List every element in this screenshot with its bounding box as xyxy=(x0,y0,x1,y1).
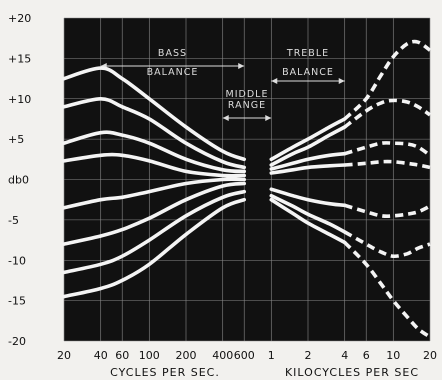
annotation-2-line-1: BALANCE xyxy=(282,67,334,78)
x-tick-label-2: 60 xyxy=(115,349,129,362)
treble-curve-solid-0 xyxy=(269,117,347,162)
bass-curve-2 xyxy=(62,130,246,174)
x-tick-label-7: 1 xyxy=(268,349,275,362)
treble-curve-dashed-5 xyxy=(343,230,431,259)
x-tick-label-12: 20 xyxy=(423,349,437,362)
x-tick-label-3: 100 xyxy=(139,349,160,362)
x-tick-label-5: 400 xyxy=(212,349,233,362)
y-tick-label-4: db0 xyxy=(8,174,29,187)
treble-curve-dashed-1 xyxy=(343,98,432,129)
x-unit-label-kilocycles: KILOCYCLES PER SEC xyxy=(285,366,419,379)
y-tick-label-6: -10 xyxy=(8,254,26,267)
bass-curve-4 xyxy=(62,177,246,210)
treble-curve-solid-1 xyxy=(269,125,347,167)
bass-curve-3 xyxy=(62,152,246,178)
y-tick-label-5: -5 xyxy=(8,214,19,227)
treble-curve-dashed-0 xyxy=(343,39,432,121)
x-tick-label-1: 40 xyxy=(94,349,108,362)
y-tick-label-8: -20 xyxy=(8,335,26,348)
y-tick-label-0: +20 xyxy=(8,12,31,25)
x-unit-label-cycles: CYCLES PER SEC. xyxy=(110,366,220,379)
annotation-1-line-0: MIDDLE xyxy=(226,89,269,100)
x-tick-label-11: 10 xyxy=(386,349,400,362)
bass-curve-6 xyxy=(62,189,246,275)
y-tick-label-7: -15 xyxy=(8,295,26,308)
x-tick-label-9: 4 xyxy=(341,349,348,362)
bass-curve-7 xyxy=(62,197,246,299)
x-tick-label-10: 6 xyxy=(363,349,370,362)
x-tick-label-6: 600 xyxy=(234,349,255,362)
curves xyxy=(62,39,432,339)
y-tick-labels: +20 +15 +10 +5 db0 -5 -10 -15 -20 xyxy=(8,12,31,348)
y-tick-label-2: +10 xyxy=(8,93,31,106)
annotation-2-line-0: TREBLE xyxy=(286,48,329,59)
x-tick-label-8: 2 xyxy=(305,349,312,362)
treble-curve-solid-4 xyxy=(269,187,347,208)
treble-curve-solid-6 xyxy=(269,197,347,245)
x-tick-labels: 20 40 60 100 200 400 600 1 2 4 6 10 20 xyxy=(57,349,437,362)
annotation-0-line-1: BALANCE xyxy=(147,67,199,78)
annotation-1-line-1: RANGE xyxy=(228,100,266,111)
bass-curve-1 xyxy=(62,96,246,170)
treble-curve-dashed-6 xyxy=(343,241,432,339)
y-tick-label-3: +5 xyxy=(8,133,24,146)
treble-curve-solid-3 xyxy=(269,163,347,175)
bass-curve-5 xyxy=(62,181,246,246)
bass-curve-0 xyxy=(62,66,246,162)
treble-curve-solid-5 xyxy=(269,193,347,234)
x-tick-label-0: 20 xyxy=(57,349,71,362)
annotation-0-line-0: BASS xyxy=(158,48,187,59)
annotation-1-arrowheads xyxy=(222,115,272,121)
treble-curve-solid-2 xyxy=(269,151,347,171)
x-tick-label-4: 200 xyxy=(176,349,197,362)
y-tick-label-1: +15 xyxy=(8,52,31,65)
